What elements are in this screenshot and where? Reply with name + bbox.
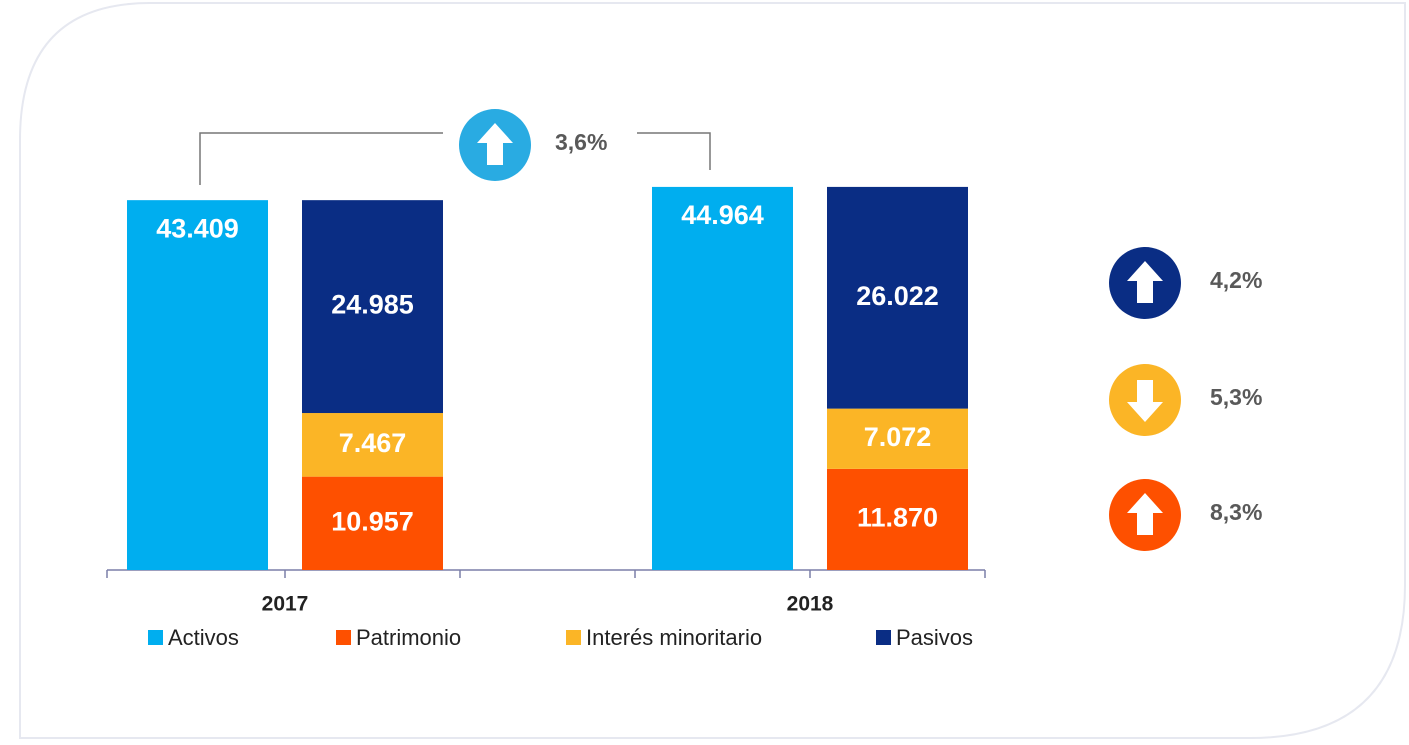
bar-segment bbox=[827, 408, 968, 469]
value-label: 26.022 bbox=[856, 281, 939, 311]
bar-segment bbox=[302, 476, 443, 570]
change-label: 3,6% bbox=[555, 129, 607, 155]
bar-segment bbox=[302, 200, 443, 414]
legend-label: Pasivos bbox=[896, 625, 973, 650]
x-tick-label: 2018 bbox=[787, 593, 834, 616]
bar-segment bbox=[827, 186, 968, 409]
legend-swatch bbox=[876, 630, 891, 645]
legend-label: Activos bbox=[168, 625, 239, 650]
legend-label: Patrimonio bbox=[356, 625, 461, 650]
bar-segment bbox=[827, 468, 968, 570]
value-label: 11.870 bbox=[857, 503, 938, 533]
legend-swatch bbox=[566, 630, 581, 645]
value-label: 7.467 bbox=[339, 428, 407, 458]
legend-label: Interés minoritario bbox=[586, 625, 762, 650]
value-label: 24.985 bbox=[331, 290, 414, 320]
change-label: 5,3% bbox=[1210, 384, 1262, 410]
change-arrow bbox=[1127, 493, 1163, 535]
change-label: 4,2% bbox=[1210, 267, 1262, 293]
bar-segment bbox=[302, 413, 443, 477]
value-label: 7.072 bbox=[864, 422, 932, 452]
value-label: 10.957 bbox=[331, 506, 414, 536]
bar-segment bbox=[127, 200, 268, 570]
change-arrow bbox=[1127, 380, 1163, 422]
bracket bbox=[199, 132, 711, 185]
x-tick-label: 2017 bbox=[262, 593, 309, 616]
change-label: 8,3% bbox=[1210, 499, 1262, 525]
legend-swatch bbox=[148, 630, 163, 645]
change-arrow bbox=[477, 123, 513, 165]
bar-segment bbox=[652, 186, 793, 570]
legend-swatch bbox=[336, 630, 351, 645]
value-label: 44.964 bbox=[681, 200, 764, 230]
value-label: 43.409 bbox=[156, 213, 239, 243]
card-border bbox=[19, 2, 1406, 739]
change-arrow bbox=[1127, 261, 1163, 303]
